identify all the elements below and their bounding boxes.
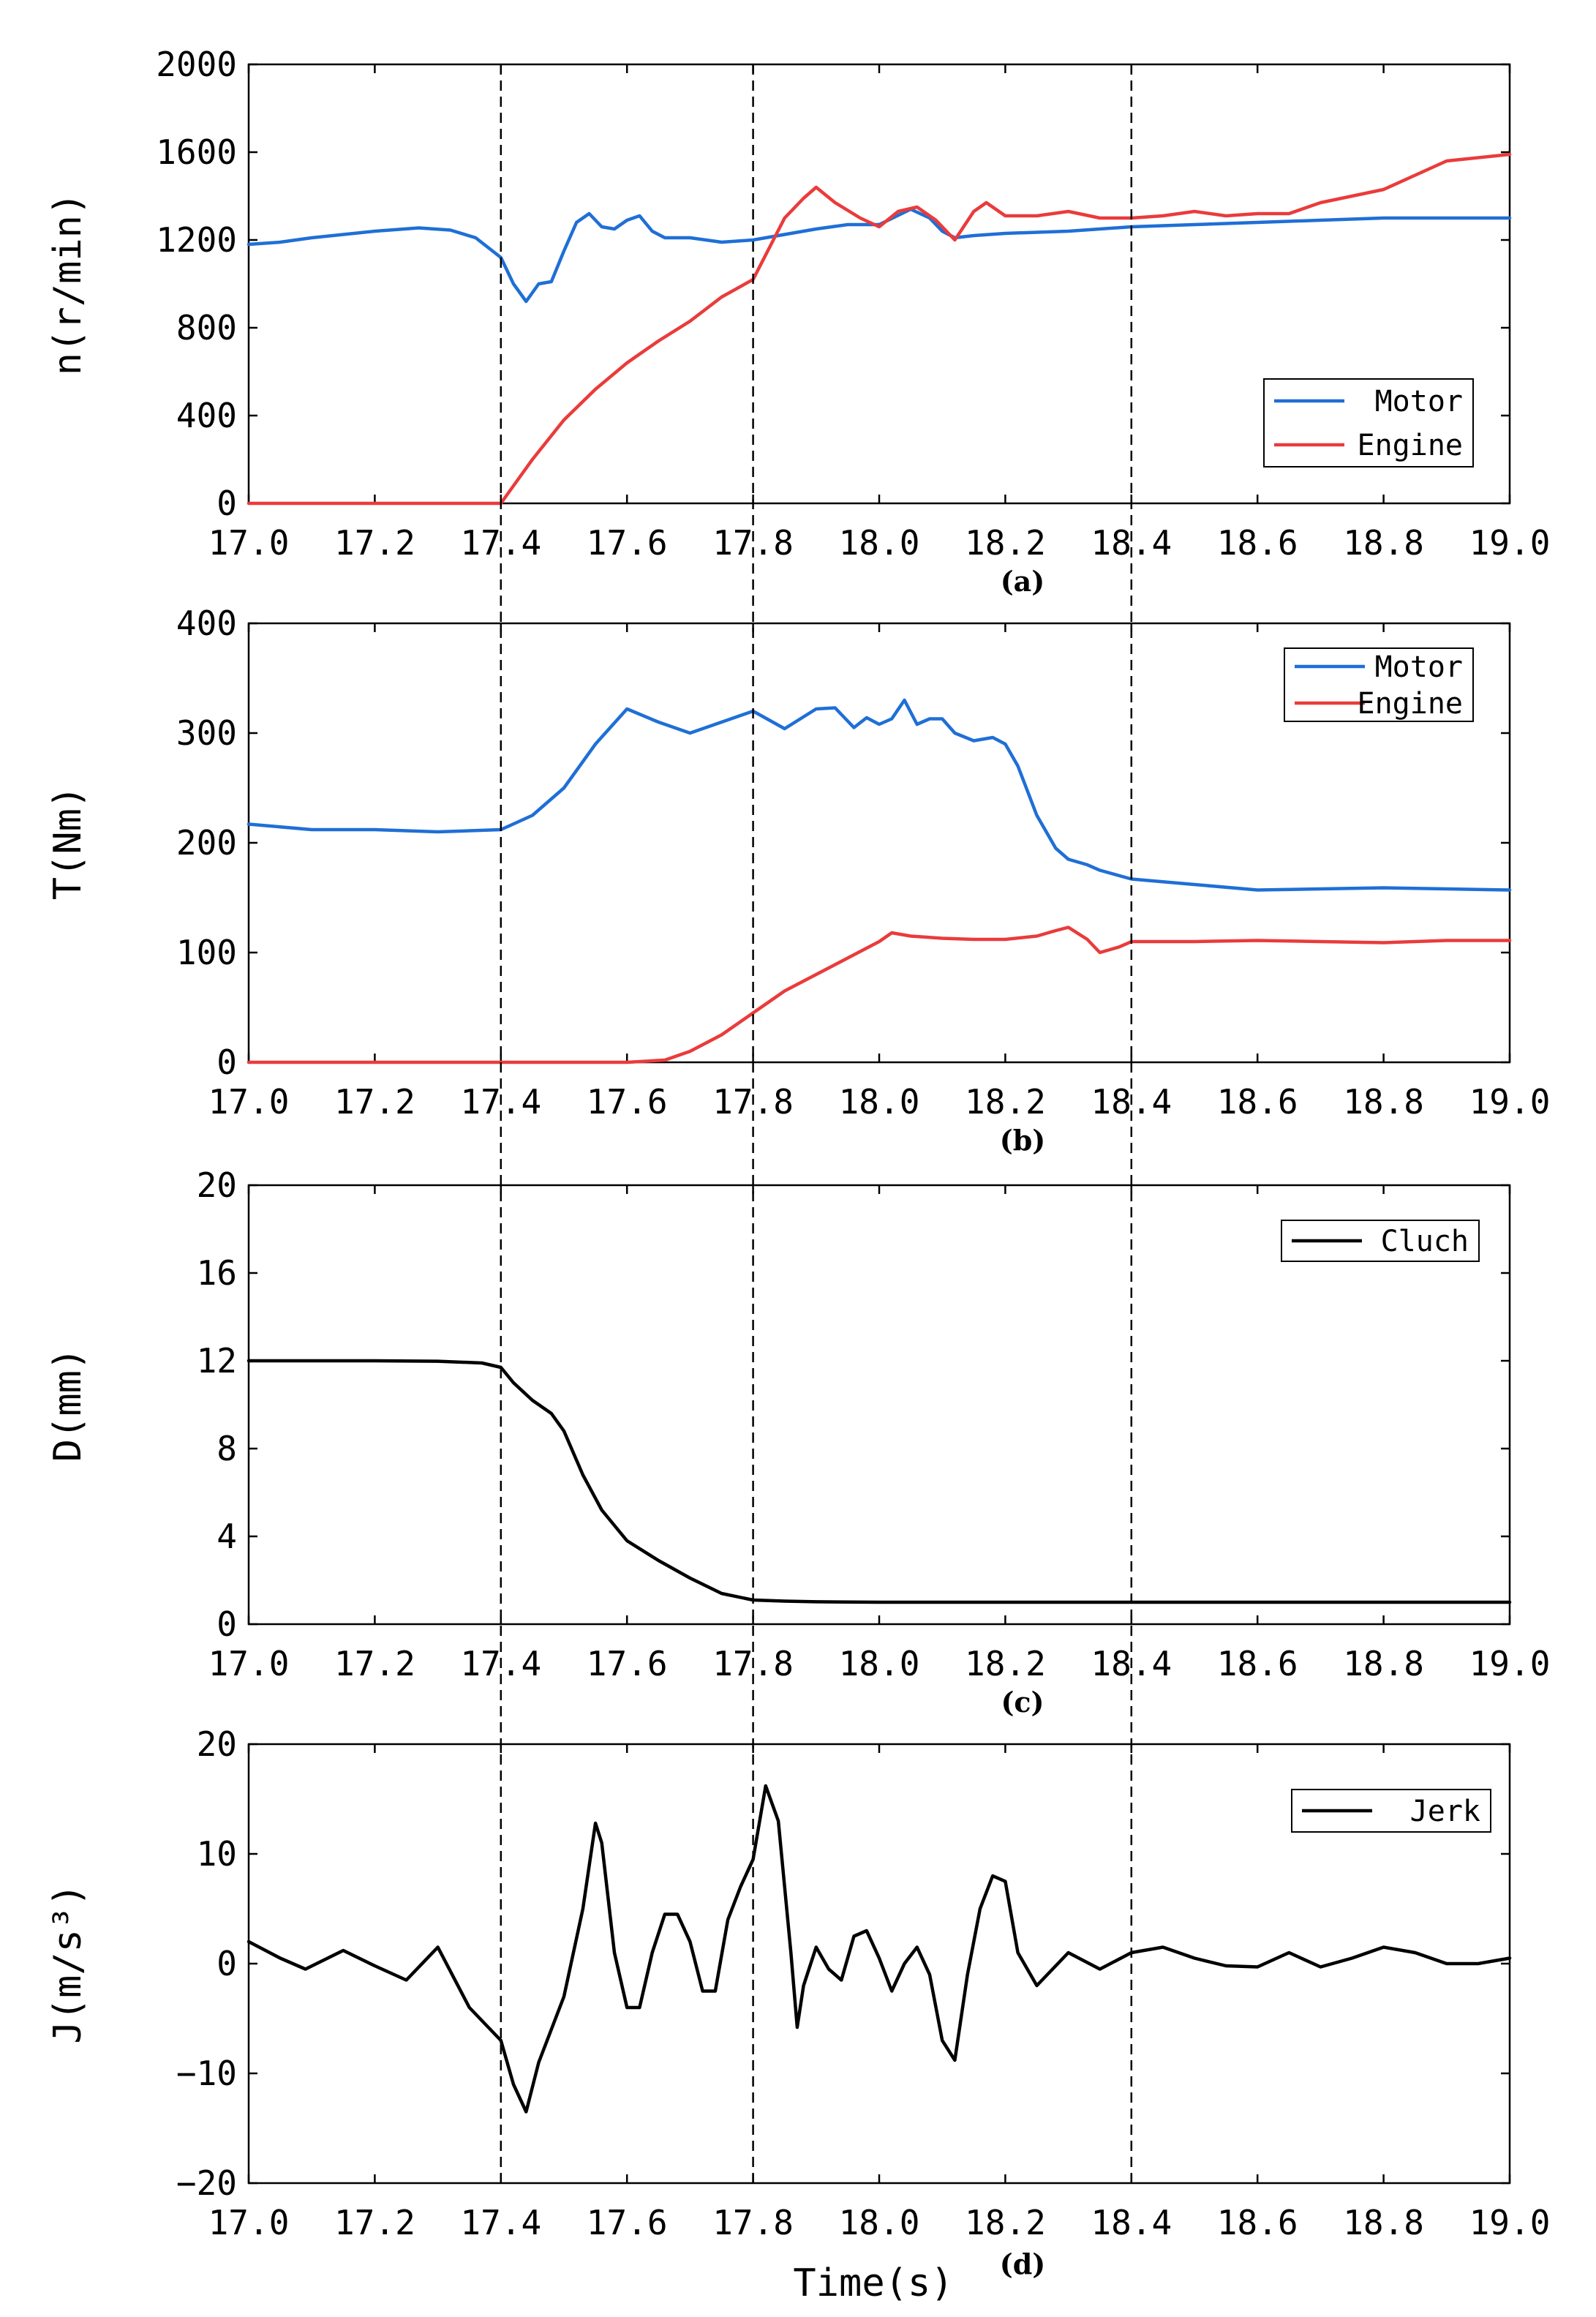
legend-label-motor: Motor [1375,385,1463,418]
y-tick-label: 0 [217,1043,237,1082]
panel-label: (d) [1000,2247,1046,2280]
x-tick-label: 18.8 [1343,2203,1424,2242]
x-tick-label: 18.8 [1343,1082,1424,1122]
y-tick-label: 0 [217,1944,237,1983]
x-tick-label: 17.0 [208,1082,290,1122]
x-tick-label: 18.2 [965,523,1046,563]
x-tick-label: 18.2 [965,1082,1046,1122]
legend: Cluch [1281,1220,1480,1262]
legend-box [1284,647,1474,722]
legend-label-motor: Motor [1375,650,1463,684]
x-tick-label: 18.2 [965,2203,1046,2242]
legend-label-engine: Engine [1358,429,1464,462]
y-tick-label: 12 [197,1341,237,1381]
panel-d: 17.0 17.2 17.4 17.6 17.8 18.0 18.2 18.4 18.6 18.8… [46,1724,1550,2280]
series-line-cluch [246,1359,1512,1604]
x-tick-label: 17.6 [587,2203,668,2242]
panel-label: (b) [1000,1124,1046,1157]
x-tick-label: 17.0 [208,1644,290,1683]
legend-box [1263,378,1474,467]
x-tick-label: 18.8 [1343,1644,1424,1683]
y-tick-label: −10 [176,2054,237,2093]
legend-label-jerk: Jerk [1410,1795,1480,1828]
x-tick-label: 17.4 [460,2203,541,2242]
x-tick-label: 19.0 [1469,523,1551,563]
y-tick-label: 0 [217,484,237,523]
y-tick-label: 20 [197,1165,237,1205]
y-axis-title: n(r/min) [46,192,90,375]
y-tick-label: 1200 [156,220,237,260]
y-tick-label: 0 [217,1604,237,1644]
legend-box [1281,1220,1480,1262]
panel-b: 17.0 17.2 17.4 17.6 17.8 18.0 18.2 18.4 18.6 18.8… [46,604,1550,1157]
x-tick-label: 18.0 [839,2203,920,2242]
y-tick-label: 400 [176,396,237,435]
y-tick-label: 8 [217,1429,237,1468]
y-tick-label: 100 [176,933,237,972]
x-tick-label: 17.6 [587,1082,668,1122]
y-tick-label: 16 [197,1253,237,1293]
x-tick-label: 18.0 [839,523,920,563]
y-tick-label: 4 [217,1517,237,1556]
series-line-engine [246,152,1512,506]
y-tick-label: 2000 [156,45,237,84]
y-tick-label: −20 [176,2163,237,2203]
x-axis-title: Time(s) [793,2261,953,2305]
x-tick-label: 17.2 [334,523,415,563]
series-line-motor [246,207,1512,304]
panel-a: 17.0 17.2 17.4 17.6 17.8 18.0 18.2 18.4 18.6 18.8… [46,45,1550,598]
panel-label: (a) [1001,565,1045,598]
x-tick-label: 17.0 [208,2203,290,2242]
legend: Jerk [1291,1789,1491,1833]
x-tick-label: 18.6 [1217,1644,1298,1683]
x-tick-label: 17.8 [712,2203,794,2242]
x-tick-label: 17.2 [334,2203,415,2242]
legend-label-engine: Engine [1358,687,1464,721]
x-tick-label: 19.0 [1469,1082,1551,1122]
x-tick-label: 17.2 [334,1644,415,1683]
x-tick-label: 18.0 [839,1644,920,1683]
y-axis-title: T(Nm) [46,786,90,901]
y-tick-label: 300 [176,713,237,753]
x-tick-label: 17.6 [587,523,668,563]
x-tick-label: 19.0 [1469,1644,1551,1683]
x-tick-label: 17.2 [334,1082,415,1122]
x-tick-label: 18.6 [1217,523,1298,563]
y-tick-label: 400 [176,604,237,643]
y-tick-label: 200 [176,823,237,863]
x-tick-label: 19.0 [1469,2203,1551,2242]
x-tick-label: 18.0 [839,1082,920,1122]
x-tick-label: 18.6 [1217,2203,1298,2242]
x-tick-label: 17.6 [587,1644,668,1683]
y-tick-label: 10 [197,1834,237,1874]
panel-label: (c) [1001,1686,1044,1719]
series-line-jerk [246,1784,1512,2114]
y-tick-label: 800 [176,308,237,348]
series-line-engine [246,925,1512,1064]
legend: Motor Engine [1263,378,1474,467]
series-line-motor [246,698,1512,892]
x-tick-label: 18.6 [1217,1082,1298,1122]
legend-label-cluch: Cluch [1381,1225,1469,1258]
x-tick-label: 18.2 [965,1644,1046,1683]
x-tick-label: 17.0 [208,523,290,563]
x-tick-label: 18.4 [1091,2203,1172,2242]
y-axis-title: D(mm) [46,1348,90,1462]
y-tick-label: 20 [197,1724,237,1764]
y-tick-label: 1600 [156,132,237,172]
x-tick-label: 18.8 [1343,523,1424,563]
y-axis-title: J(m/s³) [46,1883,90,2043]
